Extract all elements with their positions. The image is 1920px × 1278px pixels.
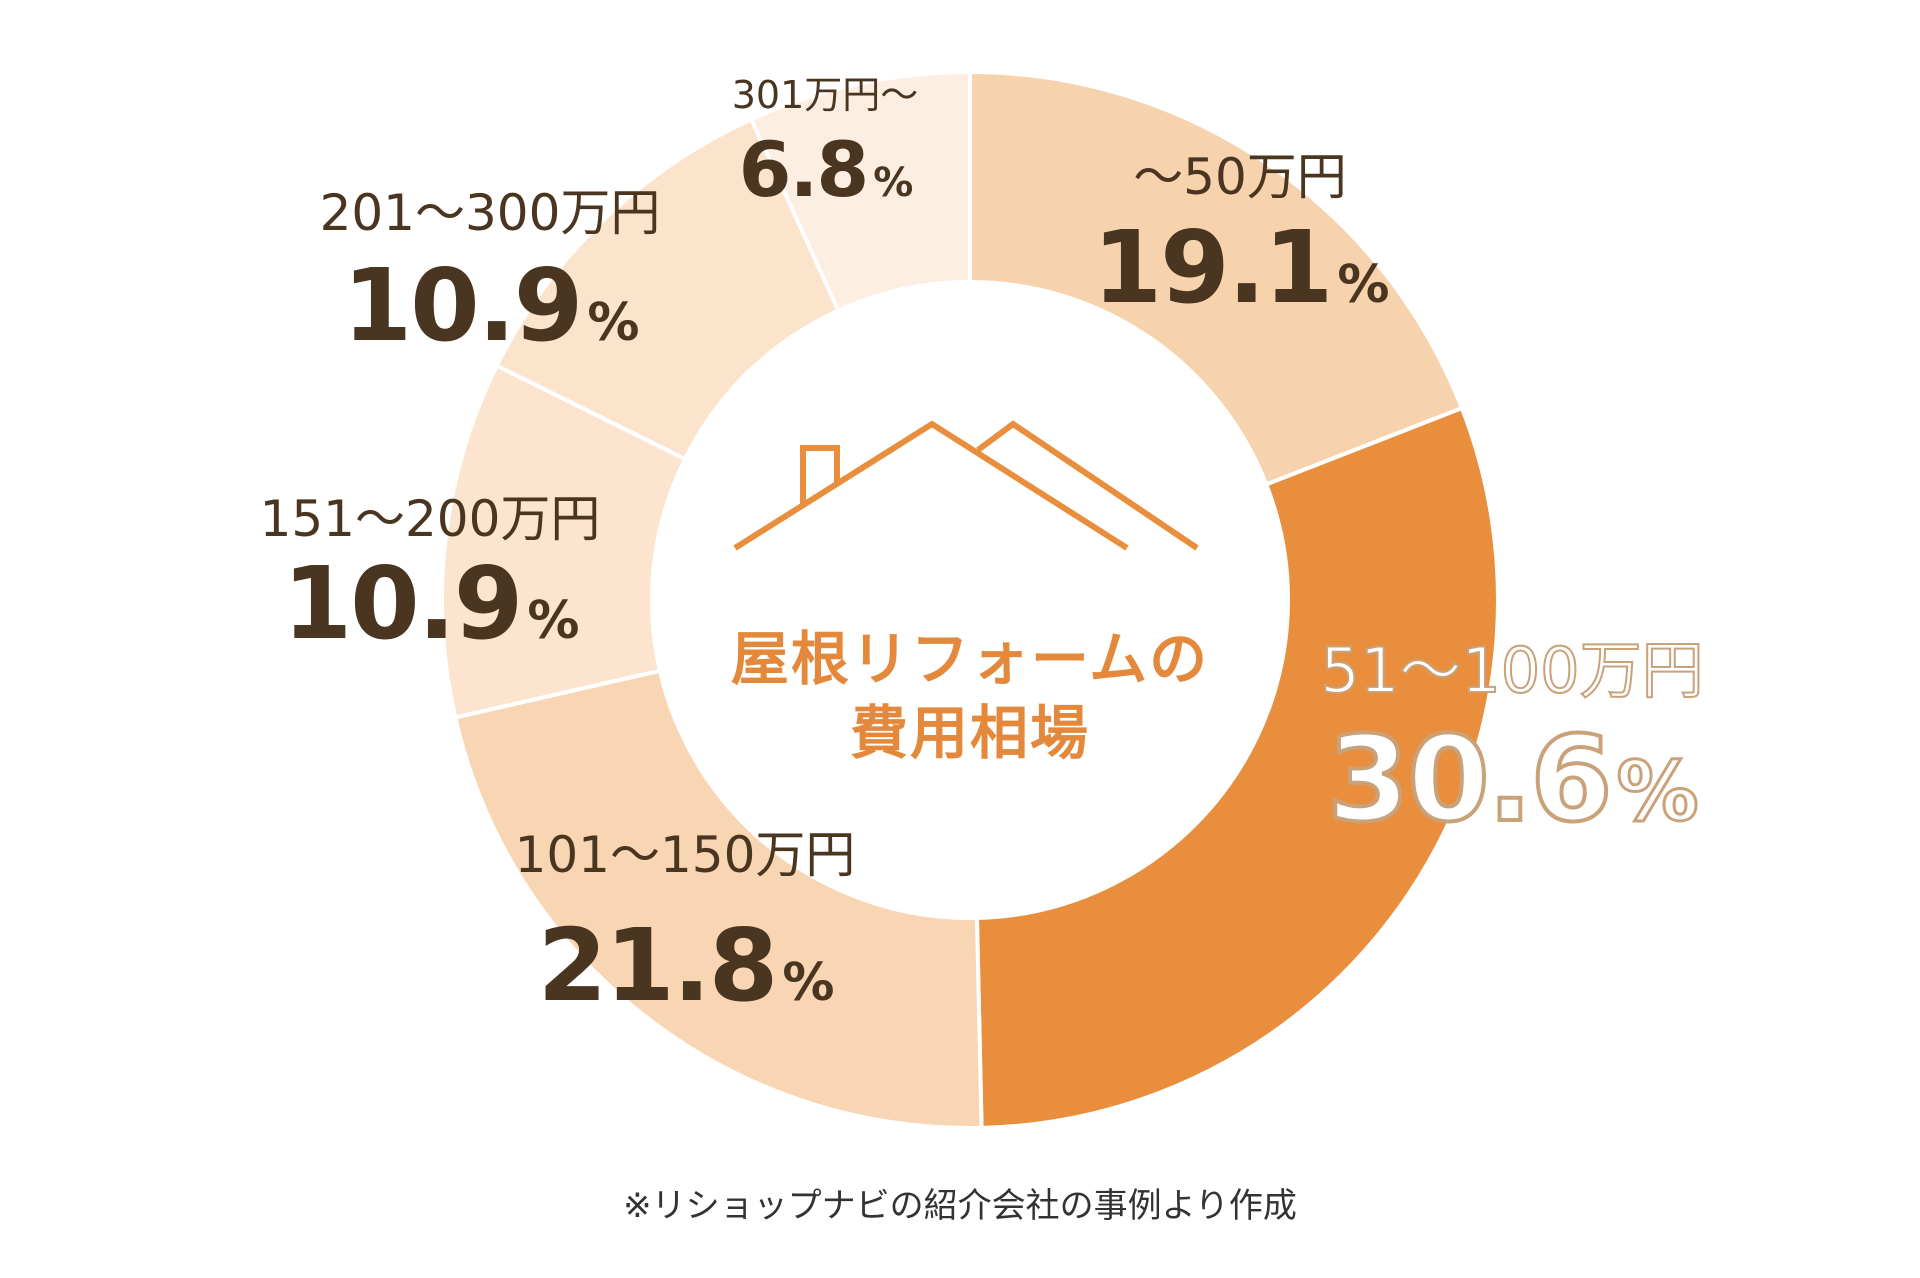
slice-category-label: 101〜150万円	[514, 826, 856, 884]
slice-value-label: 21.8	[537, 907, 779, 1024]
slice-label-3: 151〜200万円 10.9%	[210, 494, 650, 654]
house-roof-icon	[733, 420, 1199, 551]
slice-label-5: 301万円〜 6.8%	[695, 76, 955, 208]
slice-value-label: 10.9	[282, 545, 524, 662]
slice-value-label: 30.6	[1325, 710, 1614, 848]
source-note: ※リショップナビの紹介会社の事例より作成	[623, 1186, 1297, 1226]
percent-unit: %	[1337, 255, 1389, 315]
slice-value-label: 6.8	[738, 125, 870, 214]
donut-slice-5	[748, 69, 972, 314]
donut-slices	[440, 69, 1500, 1130]
slice-value-label: 19.1	[1092, 209, 1334, 326]
chart-center-title: 屋根リフォームの 費用相場	[660, 622, 1280, 770]
slice-category-label: 201〜300万円	[319, 184, 661, 242]
percent-unit: %	[782, 953, 834, 1013]
percent-unit: %	[873, 160, 913, 206]
donut-slice-1	[974, 405, 1500, 1130]
donut-slice-2	[452, 668, 984, 1130]
center-title-line1: 屋根リフォームの	[730, 625, 1210, 693]
slice-value-label: 10.9	[342, 247, 584, 364]
slice-category-label: 〜50万円	[1133, 148, 1347, 206]
slice-category-label: 51〜100万円	[1319, 634, 1704, 707]
center-title-line2: 費用相場	[849, 699, 1090, 768]
slice-label-4: 201〜300万円 10.9%	[270, 188, 710, 356]
percent-unit: %	[1615, 745, 1700, 840]
slice-category-label: 151〜200万円	[259, 490, 601, 548]
percent-unit: %	[527, 591, 579, 651]
donut-slice-0	[968, 69, 1465, 488]
slice-category-label: 301万円〜	[731, 73, 919, 117]
slice-label-2: 101〜150万円 21.8%	[450, 830, 920, 1016]
percent-unit: %	[587, 293, 639, 353]
slice-label-0: 〜50万円 19.1%	[1080, 152, 1400, 318]
slice-label-1: 51〜100万円 30.6%	[1222, 634, 1802, 841]
